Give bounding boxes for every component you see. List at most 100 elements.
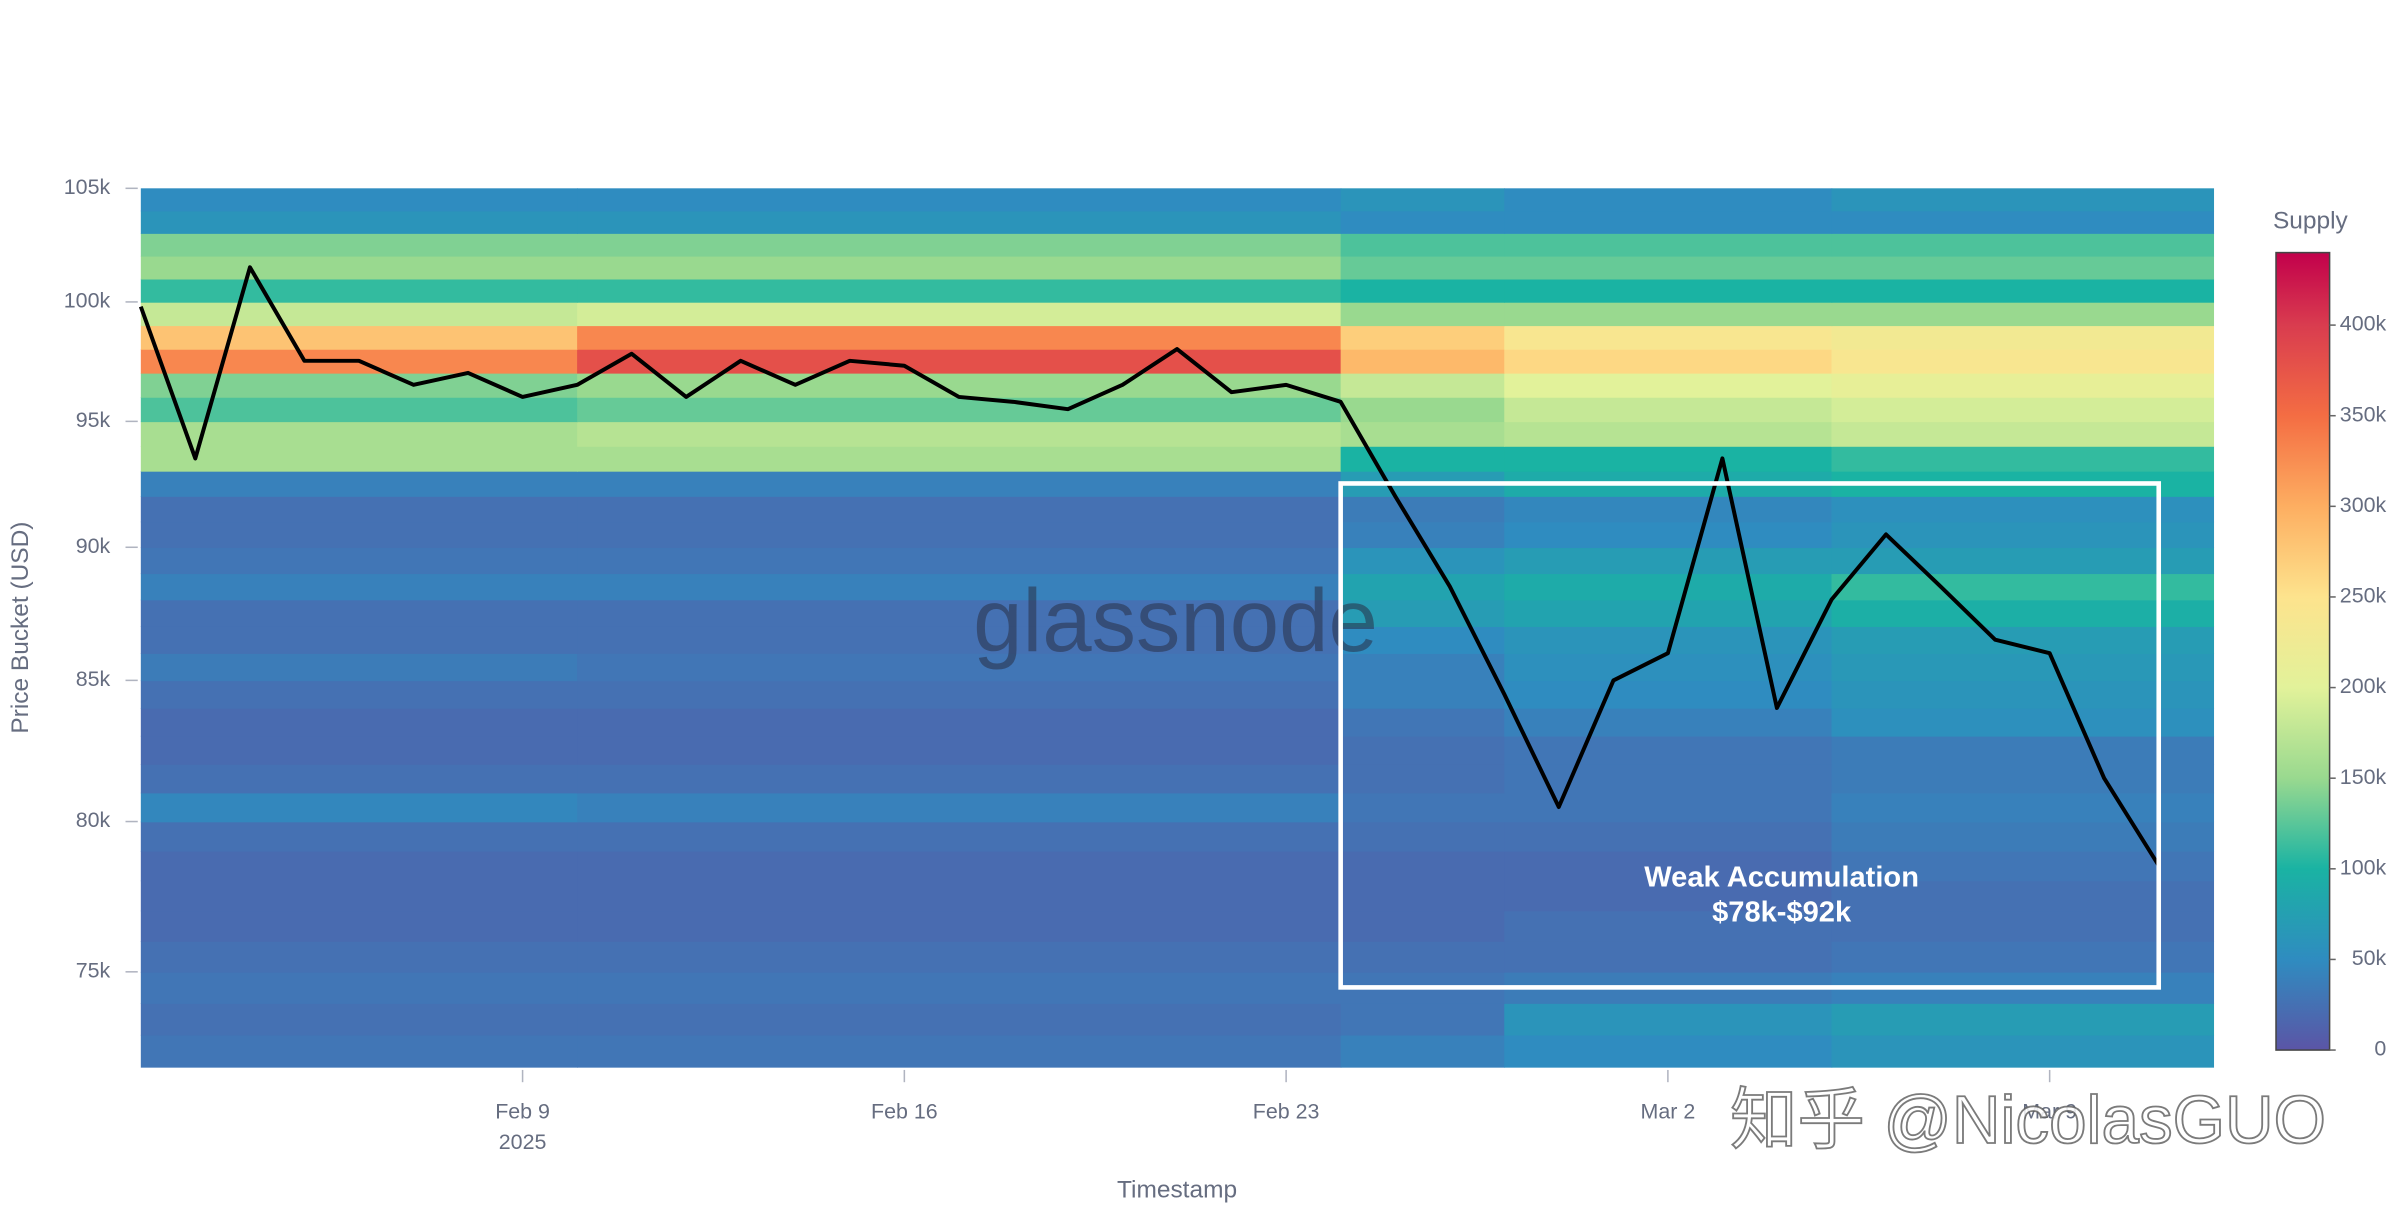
x-tick-label: Mar 9: [2022, 1099, 2077, 1123]
x-tick-label: Feb 9: [495, 1099, 550, 1123]
heat-cell: [140, 210, 578, 234]
heat-cell: [1340, 850, 1506, 882]
heat-cell: [140, 446, 578, 472]
heat-cell: [140, 653, 578, 682]
heat-cell: [1831, 821, 2215, 852]
colorbar-tick-label: 100k: [2340, 855, 2387, 879]
heat-cell: [1504, 910, 1833, 942]
x-axis-label: Timestamp: [1117, 1176, 1237, 1203]
x-tick-label: Feb 23: [1253, 1099, 1320, 1123]
heat-cell: [1831, 255, 2215, 280]
heat-cell: [1504, 496, 1833, 523]
heat-cell: [1504, 446, 1833, 472]
heat-cell: [577, 764, 1342, 794]
heat-cell: [577, 1034, 1342, 1068]
colorbar-tick-label: 250k: [2340, 584, 2387, 608]
heat-cell: [1831, 1003, 2215, 1036]
heat-cell: [1504, 396, 1833, 423]
heat-cell: [577, 735, 1342, 765]
heat-cell: [1831, 735, 2215, 765]
heat-cell: [1504, 188, 1833, 212]
heat-cell: [140, 735, 578, 765]
heat-cell: [1831, 325, 2215, 350]
x-tick-label: Feb 16: [871, 1099, 938, 1123]
heat-cell: [1340, 910, 1506, 942]
colorbar-tick-label: 150k: [2340, 765, 2387, 789]
heat-cell: [1340, 653, 1506, 682]
y-tick-label: 75k: [76, 958, 111, 982]
x-tick-label: Mar 2: [1641, 1099, 1696, 1123]
y-axis-label: Price Bucket (USD): [7, 522, 34, 734]
heat-cell: [1504, 573, 1833, 601]
heat-cell: [1340, 421, 1506, 447]
axes: 75k 80k 85k 90k 95k 100k 105k Feb 9 2025 Feb 16 Fe…: [64, 175, 2387, 1154]
heat-cell: [1340, 880, 1506, 912]
heat-cell: [577, 547, 1342, 575]
y-tick-label: 95k: [76, 408, 111, 432]
heat-cell: [140, 1003, 578, 1036]
heat-cell: [1831, 707, 2215, 737]
heat-cell: [140, 573, 578, 601]
heat-cell: [1831, 210, 2215, 234]
heat-cell: [577, 446, 1342, 472]
heat-cell: [1340, 707, 1506, 737]
heat-cell: [1340, 821, 1506, 852]
heat-cell: [577, 301, 1342, 327]
heat-cell: [1504, 325, 1833, 350]
heat-cell: [1340, 547, 1506, 575]
heat-cell: [577, 850, 1342, 882]
heat-cell: [577, 421, 1342, 447]
heat-cell: [140, 764, 578, 794]
heat-cell: [140, 707, 578, 737]
heat-cell: [1340, 573, 1506, 601]
heat-cell: [140, 521, 578, 549]
heat-cell: [577, 653, 1342, 682]
heat-cell: [1504, 735, 1833, 765]
heat-cell: [577, 680, 1342, 709]
heat-cell: [1340, 599, 1506, 627]
heat-cell: [1504, 348, 1833, 374]
heat-cell: [1504, 1034, 1833, 1068]
heat-cell: [1831, 396, 2215, 423]
heat-cell: [140, 680, 578, 709]
heat-cell: [140, 325, 578, 350]
heat-cell: [1340, 255, 1506, 280]
watermark: 知乎 @NicolasGUO: [1730, 1083, 2326, 1158]
heat-cell: [140, 233, 578, 257]
heat-cell: [1831, 446, 2215, 472]
heat-cell: [140, 626, 578, 654]
heat-cell: [1340, 1003, 1506, 1036]
heat-cell: [1504, 850, 1833, 882]
heat-cell: [1340, 278, 1506, 303]
heat-cell: [1831, 372, 2215, 398]
heat-cell: [1504, 210, 1833, 234]
heat-cell: [577, 396, 1342, 423]
heat-cell: [1831, 421, 2215, 447]
heat-cell: [1340, 735, 1506, 765]
heat-cell: [577, 707, 1342, 737]
heat-cell: [1340, 301, 1506, 327]
heat-cell: [577, 188, 1342, 212]
heat-cell: [1831, 764, 2215, 794]
heat-cell: [1831, 626, 2215, 654]
heat-cell: [1340, 348, 1506, 374]
heat-cell: [140, 1034, 578, 1068]
heat-cell: [1831, 850, 2215, 882]
heat-cell: [1340, 940, 1506, 973]
heat-cell: [577, 521, 1342, 549]
heat-cell: [1504, 547, 1833, 575]
heatmap: [140, 188, 2215, 1068]
heat-cell: [140, 188, 578, 212]
heat-cell: [140, 301, 578, 327]
heat-cell: [140, 940, 578, 973]
heat-cell: [577, 470, 1342, 497]
heat-cell: [140, 971, 578, 1004]
annotation-text: $78k-$92k: [1712, 897, 1852, 929]
heat-cell: [1831, 680, 2215, 709]
foreground: Weak Accumulation $78k-$92k: [138, 265, 2162, 990]
heat-cell: [1831, 496, 2215, 523]
heat-cell: [1340, 496, 1506, 523]
heat-cell: [1831, 547, 2215, 575]
heat-cell: [1504, 707, 1833, 737]
